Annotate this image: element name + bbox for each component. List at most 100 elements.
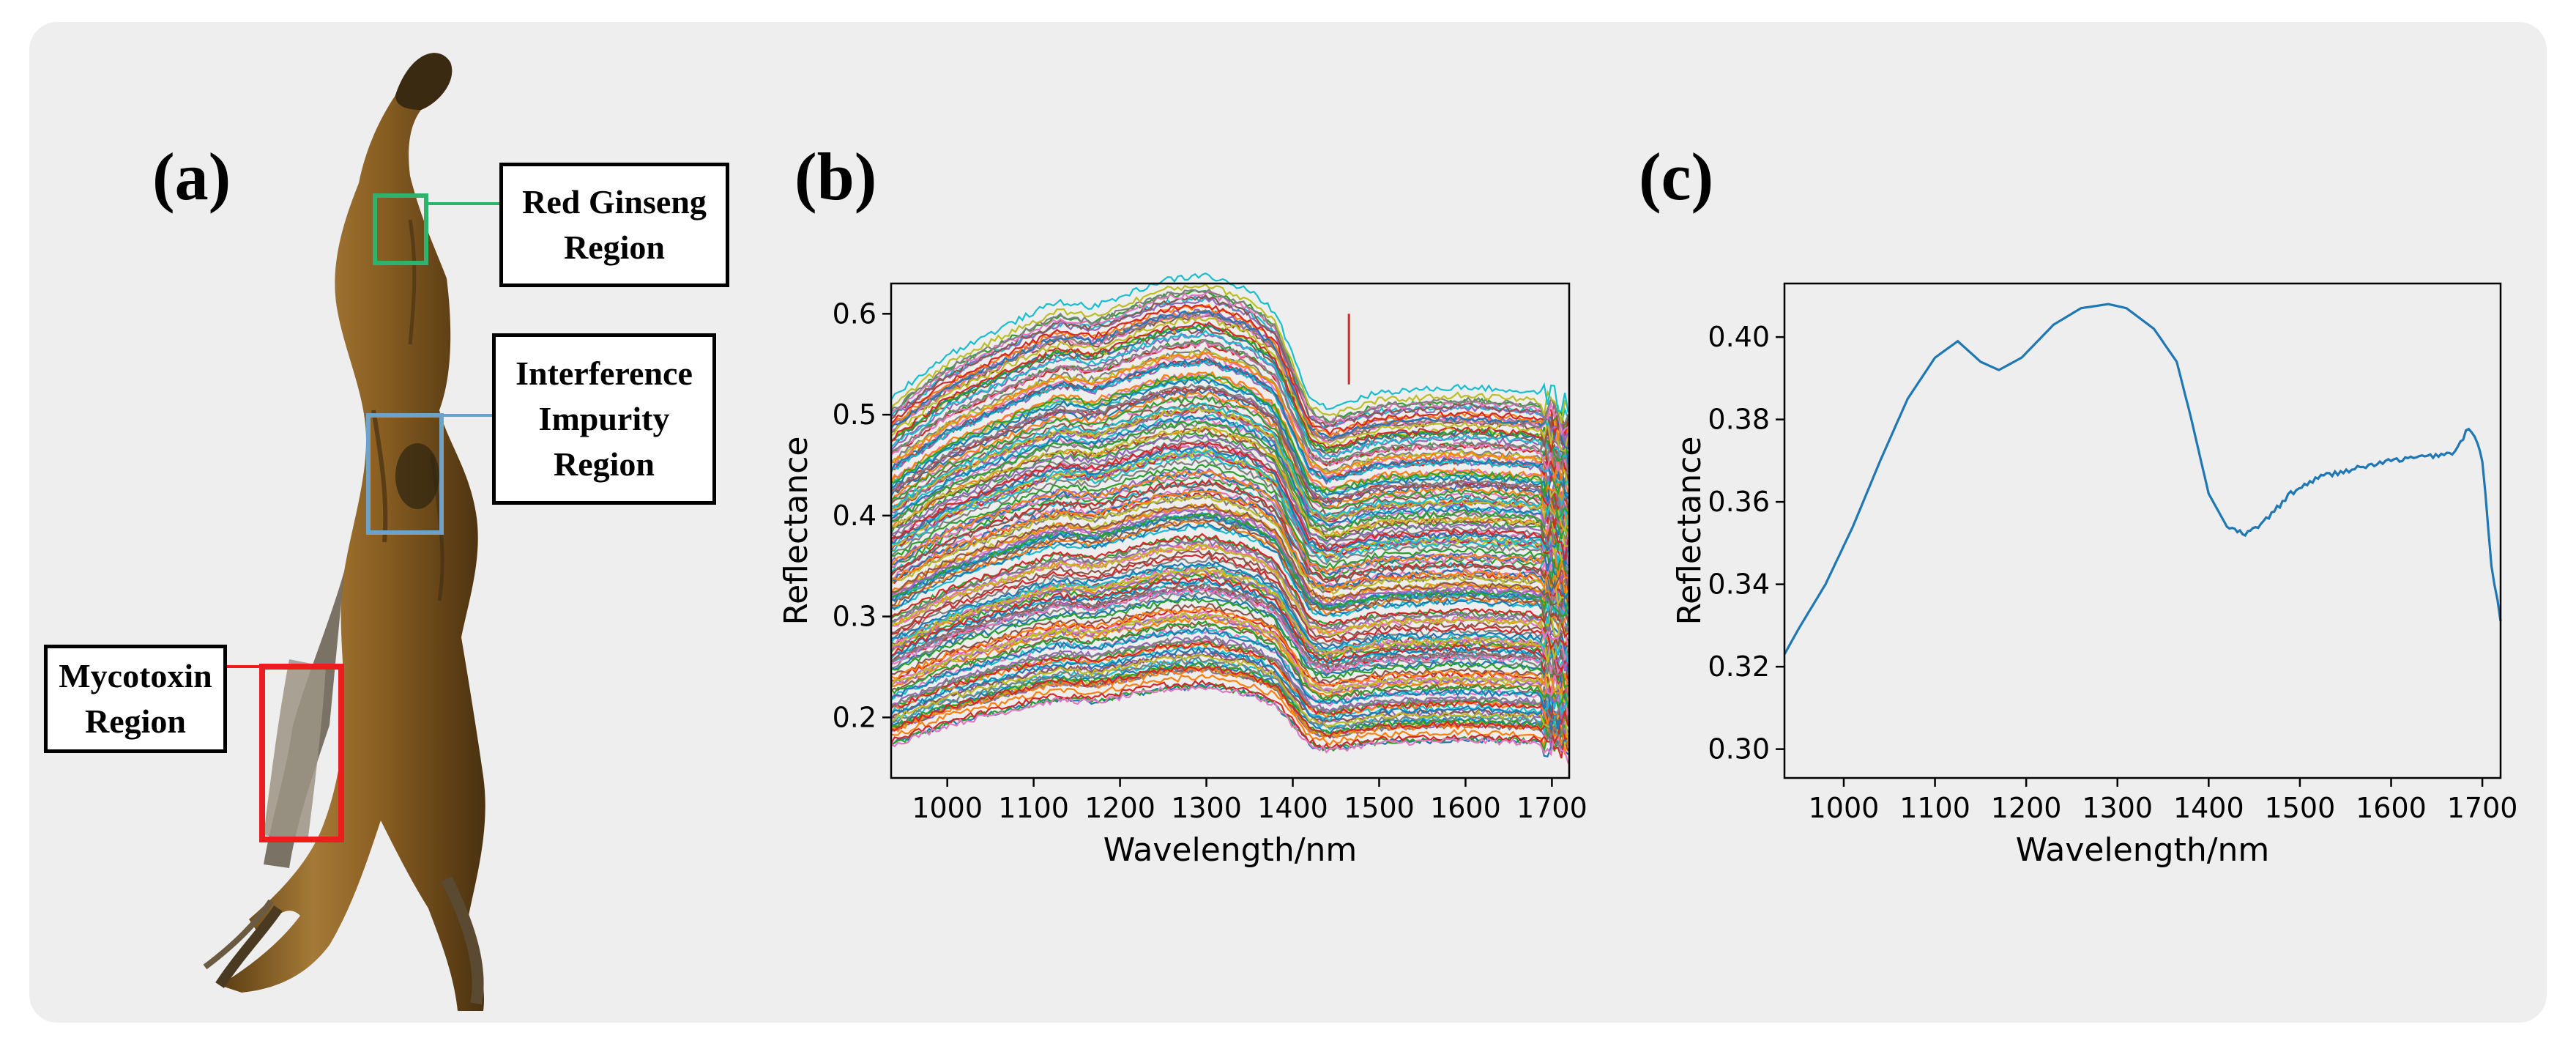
spectrum-line: [890, 377, 1569, 503]
red-ginseng-region-box: [373, 193, 428, 265]
spectrum-line: [890, 538, 1569, 638]
red-ginseng-callout: Red Ginseng Region: [499, 163, 729, 287]
spectrum-line: [890, 577, 1569, 672]
spectrum-line: [890, 486, 1569, 593]
spectrum-line: [890, 541, 1569, 646]
spectrum-line: [890, 606, 1569, 694]
spectrum-line: [890, 432, 1569, 551]
spectrum-line: [890, 331, 1569, 468]
x-tick-label: 1500: [1344, 792, 1415, 824]
x-tick-label: 1100: [998, 792, 1069, 824]
spectrum-line: [890, 309, 1569, 450]
spectrum-line: [890, 488, 1569, 601]
spectrum-line: [890, 406, 1569, 534]
spectrum-line: [890, 483, 1569, 590]
x-tick-label: 1700: [1516, 792, 1587, 824]
spectrum-line: [890, 574, 1569, 672]
spectrum-line: [890, 371, 1569, 501]
spectrum-line: [890, 650, 1569, 735]
spectrum-line: [890, 338, 1569, 473]
x-tick-label: 1500: [2265, 792, 2336, 824]
spectrum-line: [890, 373, 1569, 497]
x-tick-label: 1100: [1899, 792, 1970, 824]
spectrum-line: [890, 543, 1569, 637]
spectrum-line: [890, 458, 1569, 575]
y-tick-label: 0.6: [833, 297, 876, 330]
spectrum-line: [890, 645, 1569, 729]
spectrum-line: [890, 351, 1569, 481]
spectrum-line: [890, 533, 1569, 638]
red-ginseng-line1: Red Ginseng: [522, 183, 707, 220]
chart-b: 1000 1100 1200 1300 1400 1500 1600 1700 0.2 0.3 0.…: [778, 272, 1587, 869]
panel-b-label: (b): [794, 139, 877, 214]
ginseng-photo: [203, 53, 499, 1012]
spectrum-line: [890, 566, 1569, 663]
spectrum-line: [890, 441, 1569, 560]
spectrum-line: [890, 555, 1569, 658]
spectrum-line: [890, 383, 1569, 514]
spectrum-line: [890, 453, 1568, 562]
spectrum-line: [890, 402, 1569, 527]
spectrum-line: [890, 563, 1569, 663]
spectrum-line: [890, 352, 1569, 478]
spectrum-line: [890, 617, 1569, 710]
spectrum-line: [891, 549, 1569, 648]
spectrum-line: [890, 394, 1569, 522]
spectrum-line: [890, 288, 1569, 425]
x-tick-label: 1400: [2173, 792, 2244, 824]
spectrum-line: [890, 614, 1569, 703]
chart-c: 1000 1100 1200 1300 1400 1500 1600 1700 0.30 0.32…: [1671, 282, 2517, 869]
interference-line3: Region: [554, 445, 655, 483]
chart-b-ylabel: Reflectance: [778, 436, 815, 625]
spectrum-line: [890, 637, 1569, 721]
spectrum-line: [890, 470, 1569, 577]
spectrum-line: [890, 414, 1569, 538]
interference-line1: Interference: [515, 355, 693, 392]
spectrum-line: [890, 552, 1569, 651]
spectrum-line: [890, 304, 1569, 439]
spectrum-line: [890, 673, 1569, 755]
panel-c-label: (c): [1639, 139, 1714, 214]
chart-c-xlabel: Wavelength/nm: [2016, 831, 2270, 869]
spectrum-line: [890, 582, 1569, 676]
spectrum-line: [890, 646, 1568, 730]
spectrum-line: [890, 309, 1569, 447]
spectrum-line: [890, 656, 1568, 738]
mycotoxin-line2: Region: [85, 703, 186, 740]
spectrum-line: [890, 587, 1569, 675]
spectrum-line: [890, 464, 1569, 575]
spectrum-line: [890, 653, 1569, 742]
y-tick-label: 0.34: [1708, 568, 1770, 601]
spectrum-line: [890, 612, 1569, 698]
spectrum-line: [890, 283, 1569, 423]
y-tick-label: 0.32: [1708, 650, 1770, 683]
chart-b-axes: 1000 1100 1200 1300 1400 1500 1600 1700 0.2 0.3 0.…: [833, 297, 1587, 824]
x-tick-label: 1600: [1430, 792, 1501, 824]
spectrum-line: [890, 420, 1568, 540]
chart-b-xlabel: Wavelength/nm: [1103, 831, 1358, 869]
x-tick-label: 1600: [2356, 792, 2427, 824]
spectrum-line: [890, 470, 1568, 579]
y-tick-label: 0.30: [1708, 733, 1770, 766]
y-tick-label: 0.36: [1708, 486, 1770, 518]
x-tick-label: 1300: [1171, 792, 1242, 824]
x-tick-label: 1000: [912, 792, 983, 824]
spectrum-line: [890, 665, 1569, 745]
spectrum-line: [890, 626, 1569, 713]
spectrum-line: [890, 450, 1569, 563]
spectrum-line: [890, 621, 1569, 704]
interference-region-box: [366, 413, 444, 535]
chart-b-series-group: [890, 272, 1569, 764]
chart-b-frame: [890, 282, 1571, 779]
spectrum-line: [890, 489, 1569, 593]
spectrum-line: [890, 401, 1568, 521]
spectrum-line: [890, 443, 1569, 567]
spectrum-line: [890, 508, 1569, 607]
spectrum-line: [890, 512, 1569, 618]
spectrum-line: [890, 686, 1569, 764]
chart-c-series-group: [1783, 303, 2502, 655]
spectrum-line: [890, 518, 1569, 623]
x-tick-label: 1300: [2082, 792, 2153, 824]
y-tick-label: 0.40: [1708, 321, 1770, 353]
mean-spectrum-line: [1783, 303, 2502, 655]
